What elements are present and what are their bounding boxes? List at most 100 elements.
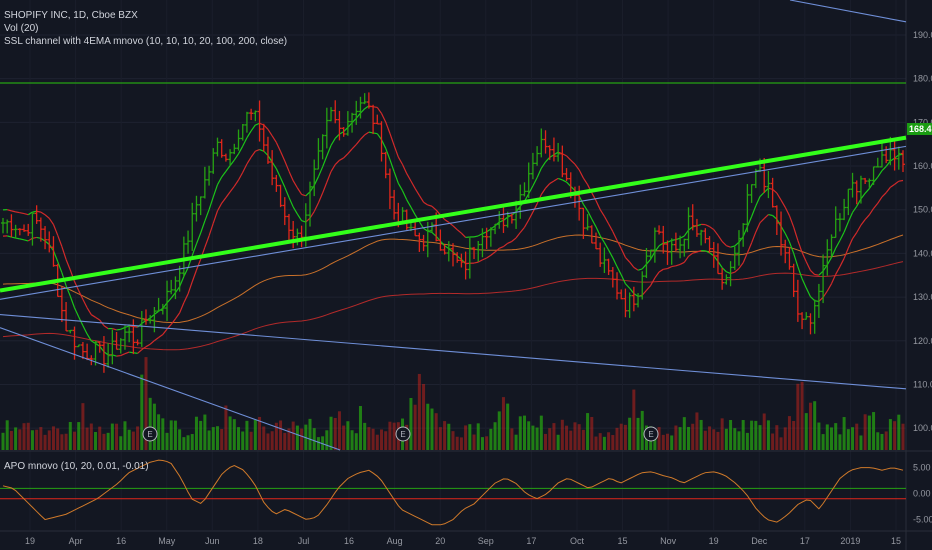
ssl-low-segment — [730, 271, 735, 274]
ssl-high-segment — [746, 216, 753, 227]
ssl-low-segment — [250, 150, 256, 158]
price-bar — [791, 263, 796, 297]
price-bar — [749, 184, 754, 203]
volume-bar — [144, 357, 148, 450]
price-bar — [741, 223, 746, 247]
ssl-high-segment — [894, 154, 900, 159]
price-bar — [392, 189, 397, 220]
ssl-high-segment — [721, 241, 727, 247]
volume-bar — [872, 412, 876, 450]
price-bar — [76, 344, 81, 348]
price-bar — [606, 258, 611, 276]
volume-bar — [270, 431, 274, 450]
volume-bar — [258, 416, 262, 450]
price-bar — [249, 108, 254, 121]
ssl-low-segment — [696, 250, 702, 253]
ssl-low-segment — [133, 352, 138, 354]
ssl-low-segment — [709, 252, 715, 257]
ssl-low-segment — [401, 190, 408, 201]
price-bar — [270, 150, 275, 186]
volume-bar — [203, 414, 207, 450]
price-bar — [720, 268, 725, 290]
earnings-marker: E — [395, 426, 411, 442]
ssl-low-segment — [562, 179, 567, 183]
price-tick-label: 140.00 — [913, 248, 932, 258]
time-tick-label: 20 — [435, 536, 445, 546]
volume-bar — [56, 428, 60, 450]
ssl-low-segment — [591, 218, 597, 228]
volume-bar — [426, 403, 430, 450]
ssl-high-segment — [675, 237, 681, 241]
legend-ssl-indicator[interactable]: SSL channel with 4EMA mnovo (10, 10, 10,… — [4, 36, 288, 47]
ssl-low-segment — [751, 231, 757, 244]
volume-bar — [152, 403, 156, 450]
price-bar — [17, 228, 22, 236]
ssl-low-segment — [595, 226, 601, 237]
price-bar — [652, 227, 657, 263]
time-tick-label: Nov — [660, 536, 677, 546]
ssl-high-segment — [154, 310, 159, 315]
legend-symbol[interactable]: SHOPIFY INC, 1D, Cboe BZX — [4, 10, 138, 21]
volume-bar — [363, 422, 367, 450]
volume-bar — [808, 402, 812, 450]
volume-bar — [102, 433, 106, 450]
volume-bar — [632, 389, 636, 450]
ssl-low-segment — [23, 239, 29, 242]
ssl-high-segment — [570, 159, 576, 165]
legend-apo-indicator[interactable]: APO mnovo (10, 20, 0.01, -0.01) — [4, 461, 149, 472]
time-tick-label: 2019 — [840, 536, 860, 546]
price-bar — [265, 136, 270, 164]
ssl-low-segment — [763, 214, 769, 219]
ssl-high-segment — [667, 239, 672, 243]
price-bar — [526, 162, 531, 198]
price-tick-label: 150.00 — [913, 205, 932, 215]
volume-bar — [691, 423, 695, 450]
ssl-high-segment — [629, 261, 635, 268]
price-bar — [686, 207, 691, 249]
ssl-high-segment — [351, 117, 357, 124]
ssl-low-segment — [452, 251, 458, 257]
volume-bar — [350, 430, 354, 450]
ssl-low-segment — [112, 354, 117, 357]
ssl-low-segment — [90, 340, 96, 345]
price-bar — [38, 217, 43, 242]
volume-bar — [119, 436, 123, 450]
ssl-high-segment — [751, 205, 757, 217]
volume-bar — [863, 414, 867, 450]
ssl-high-segment — [494, 221, 500, 227]
ssl-high-segment — [881, 166, 887, 172]
ssl-low-segment — [646, 285, 652, 291]
price-bar — [202, 166, 207, 199]
price-bar — [476, 240, 481, 262]
volume-bar — [173, 420, 177, 450]
ssl-high-segment — [818, 270, 824, 276]
legend-volume[interactable]: Vol (20) — [4, 23, 39, 34]
ssl-high-segment — [322, 155, 328, 168]
volume-bar — [787, 416, 791, 450]
price-bar — [585, 214, 590, 231]
ssl-high-segment — [532, 177, 538, 187]
ssl-high-segment — [595, 200, 601, 210]
ssl-high-segment — [444, 218, 450, 223]
volume-bar — [783, 427, 787, 450]
ssl-low-segment — [195, 259, 202, 271]
price-bar — [543, 130, 548, 154]
ssl-low-segment — [154, 337, 159, 342]
ssl-low-segment — [835, 266, 841, 275]
price-bar — [379, 121, 384, 162]
ssl-high-segment — [212, 184, 219, 198]
ssl-low-segment — [826, 283, 833, 292]
ssl-high-segment — [385, 121, 391, 134]
ssl-high-segment — [503, 216, 509, 221]
ssl-low-segment — [385, 148, 391, 160]
ssl-high-segment — [120, 326, 126, 330]
price-bar — [257, 100, 262, 142]
ssl-low-segment — [793, 253, 799, 267]
axes: 100.00110.00120.00130.00140.00150.00160.… — [25, 30, 932, 546]
ssl-low-segment — [456, 255, 462, 260]
ssl-low-segment — [616, 266, 622, 276]
ssl-high-segment — [347, 122, 353, 128]
price-bar — [30, 212, 35, 246]
